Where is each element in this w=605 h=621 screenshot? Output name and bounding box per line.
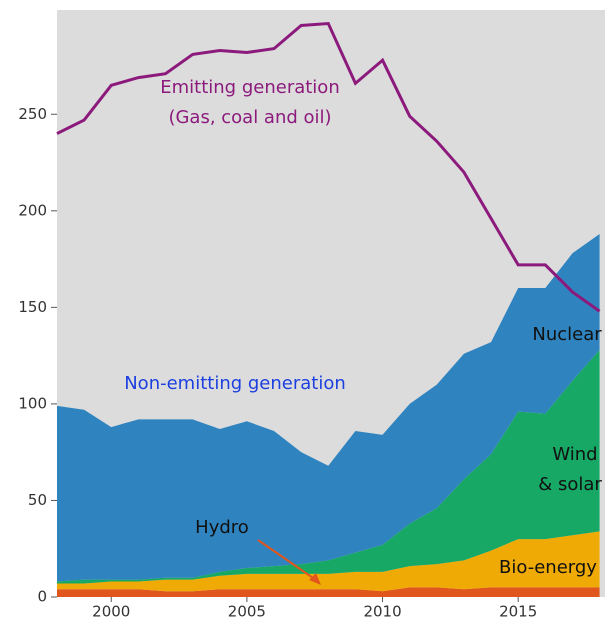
y-tick-label: 250 (18, 105, 47, 123)
series-label: Bio-energy (499, 557, 597, 578)
y-tick-label: 50 (28, 491, 47, 509)
area (57, 233, 600, 582)
series-label: Nuclear (532, 324, 602, 345)
hydro-arrowhead (309, 573, 321, 585)
area (57, 531, 600, 592)
x-tick-label: 2005 (228, 603, 266, 621)
area (57, 587, 600, 597)
y-tick-label: 200 (18, 201, 47, 219)
x-tick-label: 2015 (499, 603, 537, 621)
y-tick-label: 0 (37, 588, 47, 606)
y-tick-label: 150 (18, 298, 47, 316)
area (57, 349, 600, 584)
line (56, 21, 601, 313)
x-tick-label: 2010 (363, 603, 401, 621)
annotation: (Gas, coal and oil) (168, 107, 331, 128)
series-label: Hydro (195, 517, 249, 538)
series-label: Wind & solar (538, 444, 602, 495)
y-tick-label: 100 (18, 394, 47, 412)
hydro-arrow (257, 539, 317, 581)
annotation: Non-emitting generation (124, 373, 346, 394)
x-tick-label: 2000 (92, 603, 130, 621)
line-label: Emitting generation (160, 77, 339, 98)
